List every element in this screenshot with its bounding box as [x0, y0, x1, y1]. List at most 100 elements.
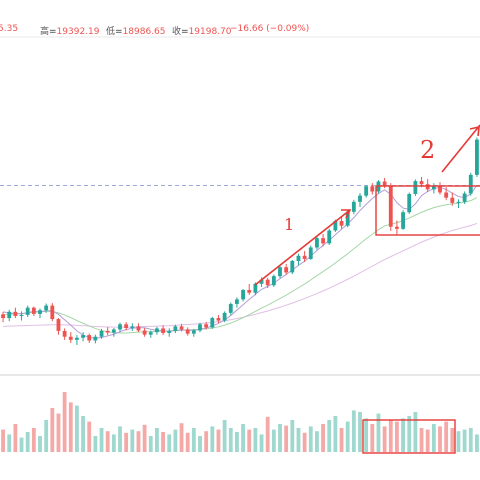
volume-bar — [271, 429, 276, 452]
candle — [99, 328, 104, 339]
candle-body — [136, 326, 141, 331]
volume-bar — [185, 432, 190, 452]
change-value: −16.66 (−0.09%) — [230, 24, 310, 34]
volume-bar — [241, 424, 245, 452]
candle — [204, 321, 209, 330]
candle — [290, 259, 295, 275]
volume-bar — [68, 402, 73, 452]
candle-body — [161, 328, 165, 333]
candle-body — [173, 326, 178, 331]
volume-bar — [388, 420, 393, 452]
candle-body — [450, 197, 455, 203]
candle-body — [50, 305, 55, 320]
volume-bar — [19, 437, 24, 452]
candle-body — [155, 328, 159, 333]
candle-body — [265, 279, 270, 286]
candle — [155, 326, 159, 335]
volume-bar — [407, 416, 412, 452]
candle-body — [425, 184, 430, 190]
candle — [413, 179, 418, 197]
volume-bar — [142, 424, 147, 452]
high-value: 19392.19 — [56, 27, 100, 37]
candle-body — [105, 330, 110, 333]
candle-body — [247, 290, 252, 293]
candle-body — [204, 324, 209, 328]
volume-bar — [93, 436, 98, 452]
volume-bar — [173, 429, 178, 452]
candle — [19, 311, 24, 321]
volume-bar — [395, 421, 399, 452]
volume-bar — [222, 420, 227, 452]
candle-body — [38, 310, 42, 314]
candle — [130, 323, 135, 331]
candle — [93, 334, 98, 344]
volume-bar — [456, 431, 461, 452]
volume-bar — [75, 405, 79, 452]
candle — [124, 321, 129, 331]
candle-body — [388, 186, 393, 227]
candle — [278, 265, 282, 279]
volume-bar — [38, 436, 42, 452]
volume-bar — [228, 428, 233, 452]
candle-body — [185, 329, 190, 334]
trend-arrow-1-head — [341, 209, 352, 219]
volume-bar — [155, 428, 159, 452]
volume-bar — [302, 432, 307, 452]
volume-bar — [265, 416, 270, 452]
candle-body — [19, 314, 24, 316]
volume-bar — [179, 423, 184, 452]
close-value: 19198.70 — [188, 27, 232, 37]
candle-body — [111, 329, 116, 333]
candle-body — [75, 337, 79, 340]
candle-body — [210, 318, 215, 328]
candle-body — [56, 319, 61, 331]
candles — [1, 137, 479, 346]
candle — [161, 325, 165, 336]
candle-body — [241, 290, 245, 300]
candle-body — [124, 324, 129, 329]
candle-body — [25, 307, 30, 315]
candle-body — [222, 312, 227, 321]
volume-bar — [105, 431, 110, 452]
volume-bar — [56, 413, 61, 452]
volume-bar — [425, 429, 430, 452]
candle — [210, 316, 215, 329]
open-value: 5.35 — [0, 24, 19, 34]
candle — [456, 199, 461, 209]
volume-bar — [124, 432, 129, 452]
volume-bar — [198, 436, 202, 452]
volume-bar — [167, 434, 172, 452]
annotation-label-2: 2 — [420, 136, 435, 164]
volume-bar — [118, 426, 122, 452]
volume-bar — [419, 428, 424, 452]
volume-bar — [44, 420, 49, 452]
candle — [468, 172, 473, 196]
candle-body — [179, 326, 184, 330]
candle-body — [462, 193, 467, 202]
candle — [87, 333, 92, 343]
candle-body — [438, 186, 442, 193]
candle-body — [191, 330, 196, 334]
candle-body — [198, 324, 202, 331]
volume-bar — [284, 425, 289, 452]
candle-body — [142, 330, 147, 335]
volume-bar — [87, 421, 92, 452]
consolidation-box — [375, 185, 480, 236]
volume-bar — [136, 431, 141, 452]
volume-bar — [339, 428, 344, 452]
volume-bar — [148, 436, 153, 452]
candle-body — [44, 305, 49, 311]
candle-body — [235, 299, 239, 304]
candle — [7, 309, 12, 322]
candle-body — [351, 201, 356, 212]
candle-body — [7, 311, 12, 319]
volume-highlight-box — [362, 419, 456, 454]
volume-bar — [235, 432, 239, 452]
candle — [56, 318, 61, 335]
candle — [13, 307, 18, 319]
candle — [148, 330, 153, 338]
volume-bar — [370, 424, 375, 452]
candle-body — [302, 255, 307, 259]
candle-body — [401, 212, 405, 229]
